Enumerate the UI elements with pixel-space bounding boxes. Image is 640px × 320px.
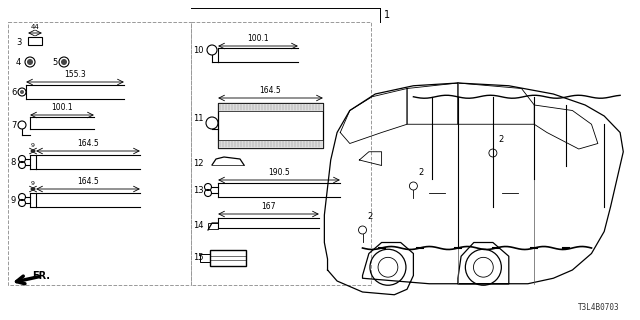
Circle shape bbox=[27, 59, 33, 65]
Text: 12: 12 bbox=[193, 158, 204, 167]
Text: 13: 13 bbox=[193, 186, 204, 195]
Text: 9: 9 bbox=[31, 181, 35, 186]
Text: 164.5: 164.5 bbox=[77, 177, 99, 186]
Text: FR.: FR. bbox=[32, 271, 50, 281]
Text: 100.1: 100.1 bbox=[247, 34, 269, 43]
Bar bbox=[28, 37, 42, 45]
Text: 164.5: 164.5 bbox=[77, 139, 99, 148]
Text: 3: 3 bbox=[16, 37, 21, 46]
Text: 9: 9 bbox=[31, 143, 35, 148]
Text: 190.5: 190.5 bbox=[268, 168, 290, 177]
Bar bbox=[8, 22, 191, 285]
Text: 7: 7 bbox=[11, 121, 17, 130]
Bar bbox=[200, 254, 210, 262]
Circle shape bbox=[20, 90, 24, 94]
Bar bbox=[218, 103, 323, 148]
Text: 2: 2 bbox=[367, 212, 372, 221]
Text: 44: 44 bbox=[31, 24, 40, 30]
Text: 100.1: 100.1 bbox=[51, 103, 73, 112]
Bar bbox=[210, 250, 246, 266]
Text: 1: 1 bbox=[384, 10, 390, 20]
Text: 9: 9 bbox=[10, 196, 15, 204]
Bar bbox=[218, 103, 323, 111]
Text: 2: 2 bbox=[419, 168, 424, 177]
Bar bbox=[191, 22, 371, 285]
Text: 4: 4 bbox=[16, 58, 21, 67]
Text: 164.5: 164.5 bbox=[260, 86, 282, 95]
Circle shape bbox=[61, 59, 67, 65]
Text: 167: 167 bbox=[261, 202, 276, 211]
Text: 15: 15 bbox=[193, 253, 204, 262]
Text: 6: 6 bbox=[11, 87, 17, 97]
Text: 155.3: 155.3 bbox=[64, 70, 86, 79]
Text: 8: 8 bbox=[10, 157, 15, 166]
Bar bbox=[218, 140, 323, 148]
Text: 2: 2 bbox=[498, 135, 503, 144]
Text: 11: 11 bbox=[193, 114, 204, 123]
Bar bbox=[208, 223, 218, 229]
Text: 10: 10 bbox=[193, 45, 204, 54]
Text: T3L4B0703: T3L4B0703 bbox=[579, 303, 620, 312]
Text: 14: 14 bbox=[193, 220, 204, 229]
Text: 5: 5 bbox=[52, 58, 57, 67]
